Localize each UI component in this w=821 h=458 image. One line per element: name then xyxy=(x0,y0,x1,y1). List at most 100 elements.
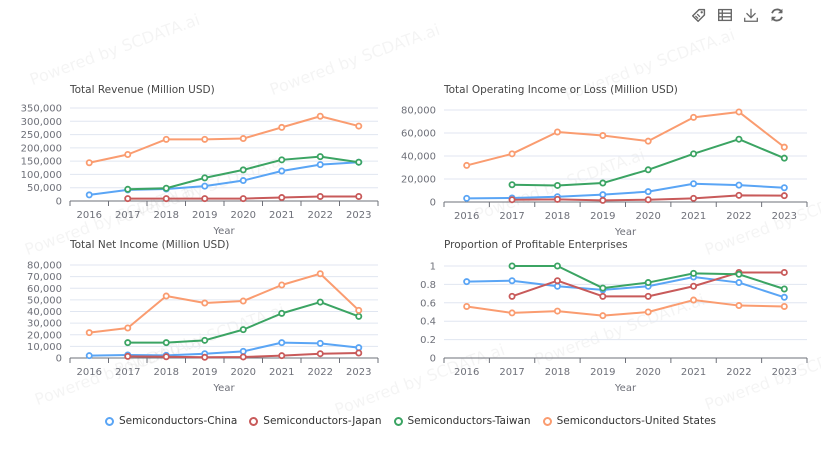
data-point xyxy=(278,352,286,360)
data-point xyxy=(690,113,698,121)
x-tick-label: 2020 xyxy=(231,210,256,221)
y-tick-label: 10,000 xyxy=(27,342,62,353)
data-point xyxy=(124,195,132,203)
data-point xyxy=(508,181,516,189)
y-tick-label: 0 xyxy=(56,197,62,208)
x-axis-title: Year xyxy=(614,383,637,394)
x-tick-label: 2022 xyxy=(726,211,751,222)
data-point xyxy=(201,195,209,203)
x-tick-label: 2019 xyxy=(590,211,615,222)
x-tick-label: 2020 xyxy=(635,211,660,222)
data-point xyxy=(735,191,743,199)
x-tick-label: 2021 xyxy=(681,367,706,378)
data-point xyxy=(735,108,743,116)
y-tick-label: 250,000 xyxy=(21,130,62,141)
data-point xyxy=(780,184,788,192)
data-point xyxy=(690,296,698,304)
data-point xyxy=(316,298,324,306)
x-tick-label: 2022 xyxy=(308,367,333,378)
data-point xyxy=(201,336,209,344)
data-point xyxy=(316,192,324,200)
refresh-icon xyxy=(771,8,783,22)
data-point xyxy=(124,339,132,347)
data-point xyxy=(780,143,788,151)
legend-item-japan[interactable]: Semiconductors-Japan xyxy=(249,415,382,427)
data-point xyxy=(239,195,247,203)
data-point xyxy=(239,177,247,185)
x-tick-label: 2017 xyxy=(499,211,524,222)
data-point xyxy=(735,270,743,278)
data-point xyxy=(690,282,698,290)
data-point xyxy=(124,352,132,360)
data-point xyxy=(239,297,247,305)
data-point xyxy=(278,281,286,289)
y-tick-label: 60,000 xyxy=(401,129,436,140)
data-point xyxy=(599,196,607,204)
data-point xyxy=(278,339,286,347)
data-point xyxy=(644,137,652,145)
data-point xyxy=(239,326,247,334)
data-point xyxy=(463,302,471,310)
data-point xyxy=(553,262,561,270)
x-tick-label: 2016 xyxy=(454,367,479,378)
y-tick-label: 50,000 xyxy=(27,183,62,194)
save-image-button[interactable] xyxy=(741,5,761,25)
legend-label: Semiconductors-Taiwan xyxy=(407,415,531,427)
series-line-semiconductors-taiwan xyxy=(127,301,360,344)
data-point xyxy=(508,292,516,300)
data-point xyxy=(85,329,93,337)
data-point xyxy=(278,156,286,164)
x-tick-label: 2017 xyxy=(499,367,524,378)
legend-item-china[interactable]: Semiconductors-China xyxy=(104,415,238,427)
toggle-labels-button[interactable] xyxy=(689,5,709,25)
legend-marker-icon xyxy=(542,416,552,426)
y-tick-label: 200,000 xyxy=(21,143,62,154)
data-point xyxy=(508,277,516,285)
data-point xyxy=(553,181,561,189)
y-tick-label: 1 xyxy=(430,262,436,273)
y-tick-label: 0 xyxy=(430,198,436,209)
legend-marker-icon xyxy=(249,416,259,426)
data-point xyxy=(553,128,561,136)
y-tick-label: 300,000 xyxy=(21,117,62,128)
data-point xyxy=(278,194,286,202)
y-tick-label: 150,000 xyxy=(21,157,62,168)
series-line-semiconductors-china xyxy=(466,182,785,200)
data-point xyxy=(316,153,324,161)
legend-label: Semiconductors-China xyxy=(118,415,238,427)
data-point xyxy=(85,159,93,167)
data-point xyxy=(316,161,324,169)
restore-button[interactable] xyxy=(767,5,787,25)
x-tick-label: 2021 xyxy=(681,211,706,222)
data-point xyxy=(162,292,170,300)
chart-toolbox xyxy=(689,5,787,25)
data-point xyxy=(508,150,516,158)
data-point xyxy=(690,269,698,277)
data-point xyxy=(735,302,743,310)
x-tick-label: 2023 xyxy=(772,211,797,222)
data-point xyxy=(162,184,170,192)
legend-marker-icon xyxy=(393,416,403,426)
data-point xyxy=(239,166,247,174)
data-point xyxy=(690,194,698,202)
data-point xyxy=(124,185,132,193)
data-point xyxy=(316,112,324,120)
data-point xyxy=(690,180,698,188)
data-point xyxy=(780,302,788,310)
y-tick-label: 70,000 xyxy=(27,272,62,283)
data-point xyxy=(124,150,132,158)
y-tick-label: 0.2 xyxy=(420,335,436,346)
x-tick-label: 2023 xyxy=(346,210,371,221)
legend-item-taiwan[interactable]: Semiconductors-Taiwan xyxy=(393,415,531,427)
data-point xyxy=(355,122,363,130)
y-tick-label: 80,000 xyxy=(401,106,436,117)
data-point xyxy=(599,191,607,199)
legend-item-united-states[interactable]: Semiconductors-United States xyxy=(542,415,716,427)
legend-marker-icon xyxy=(104,416,114,426)
legend-label: Semiconductors-Japan xyxy=(263,415,382,427)
data-view-button[interactable] xyxy=(715,5,735,25)
y-tick-label: 80,000 xyxy=(27,261,62,272)
legend: Semiconductors-China Semiconductors-Japa… xyxy=(0,415,821,427)
y-tick-label: 40,000 xyxy=(27,307,62,318)
x-tick-label: 2019 xyxy=(192,367,217,378)
